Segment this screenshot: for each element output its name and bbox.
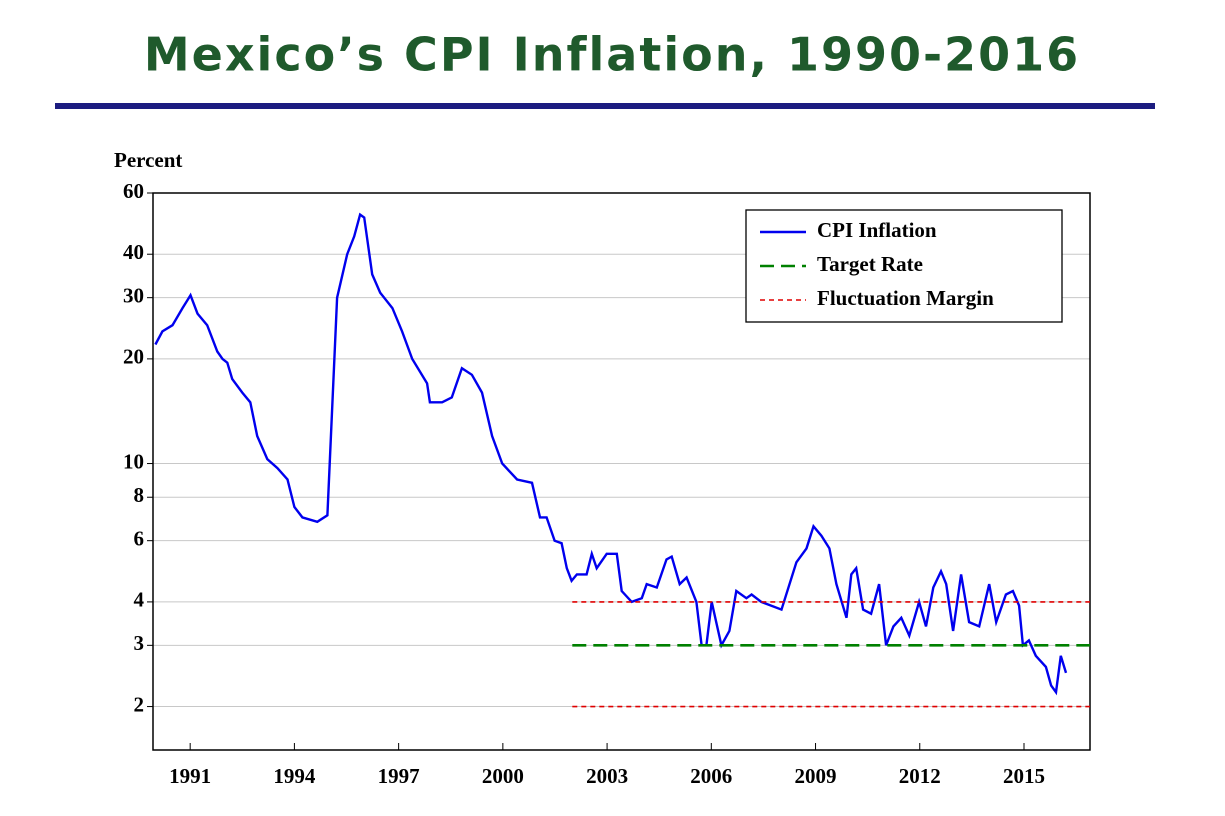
y-axis-label: Percent: [114, 148, 182, 172]
series-line: [572, 601, 1090, 708]
x-tick-label: 2000: [482, 764, 524, 788]
series-line: [154, 212, 1068, 696]
chart-title: Mexico’s CPI Inflation, 1990-2016: [144, 28, 1080, 82]
x-tick-label: 1991: [169, 764, 211, 788]
y-tick-label: 60: [123, 179, 144, 203]
x-tick-label: 2006: [690, 764, 732, 788]
x-tick-label: 2012: [899, 764, 941, 788]
title-rule: [55, 103, 1155, 109]
y-tick-label: 30: [123, 283, 144, 307]
legend-label: Target Rate: [817, 252, 923, 276]
y-tick-label: 2: [134, 692, 145, 716]
legend-label: CPI Inflation: [817, 218, 937, 242]
y-tick-label: 3: [134, 631, 145, 655]
y-tick-label: 40: [123, 240, 144, 264]
plot-frame: [152, 192, 1091, 751]
y-tick-label: 10: [123, 449, 144, 473]
x-tick-label: 1997: [378, 764, 420, 788]
x-tick-label: 2003: [586, 764, 628, 788]
legend-box: [745, 209, 1063, 323]
y-tick-label: 20: [123, 345, 144, 369]
x-tick-label: 2015: [1003, 764, 1045, 788]
y-tick-label: 8: [134, 483, 145, 507]
y-tick-label: 6: [134, 526, 145, 550]
x-tick-label: 2009: [795, 764, 837, 788]
y-tick-label: 4: [134, 588, 145, 612]
legend-label: Fluctuation Margin: [817, 286, 994, 310]
x-tick-label: 1994: [273, 764, 316, 788]
